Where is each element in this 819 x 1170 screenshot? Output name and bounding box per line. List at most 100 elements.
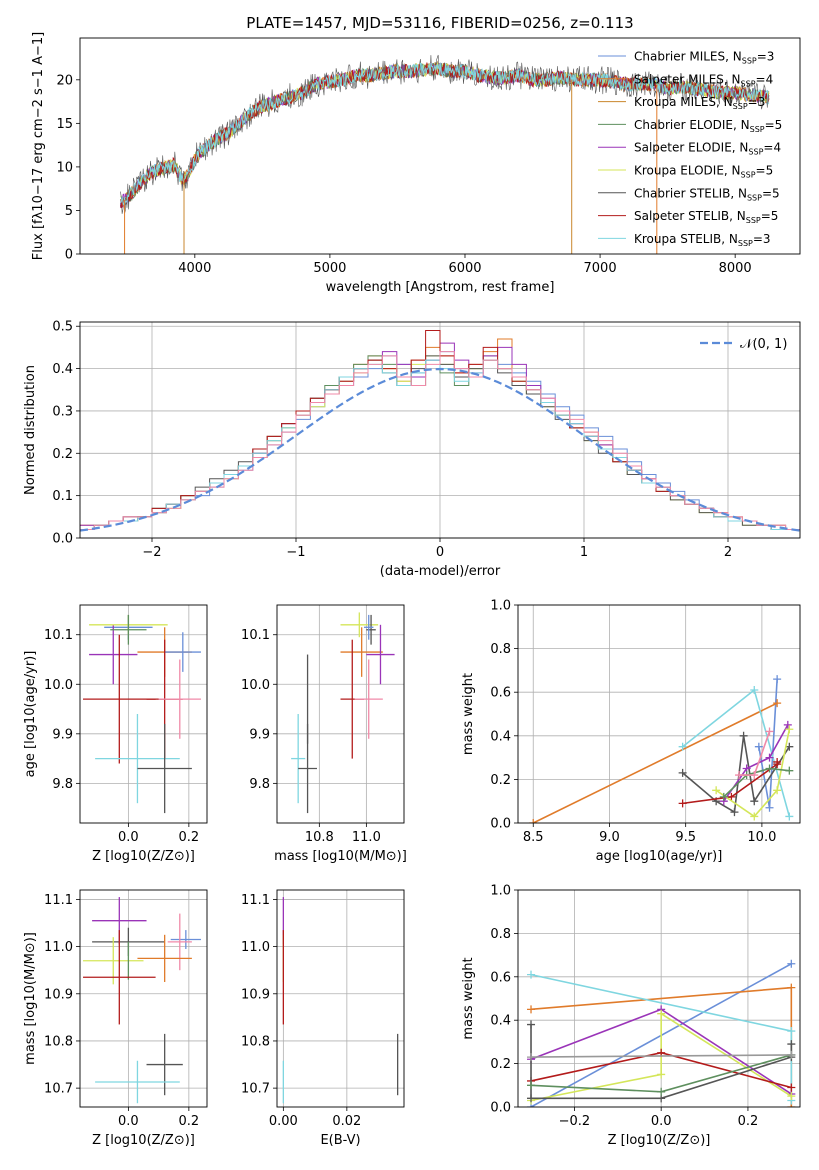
spectrum-ytick-label: 20 [56, 73, 73, 88]
spectrum-series-line [120, 54, 770, 214]
mass-vs-Z-ytick-label: 10.7 [44, 1082, 73, 1097]
mass-vs-Z-ytick-label: 11.1 [44, 893, 73, 908]
mass-weight-marker [750, 771, 759, 780]
mass-weight-vs-age-panel: 8.5 9.0 9.5 10.0 0.0 0.2 0.4 0.6 0.8 1.0 age [log1… [461, 599, 801, 864]
mass-vs-Z-plot-area [83, 897, 201, 1104]
mass-weight-vs-age-frame [517, 604, 801, 824]
age-vs-Z-xlabel: Z [log10(Z/Z⊙)] [92, 849, 195, 864]
legend-entry-label: 𝒩(0, 1) [740, 337, 787, 352]
mass-weight-line [723, 767, 790, 798]
histogram-step-line [80, 351, 800, 531]
mass-weight-vs-age-ytick-label: 0.4 [490, 729, 511, 744]
mass-vs-Z-ytick-label: 10.8 [44, 1034, 73, 1049]
mass-weight-vs-Z-frame [517, 889, 801, 1108]
mass-weight-vs-age-ytick-label: 1.0 [490, 599, 511, 614]
mass-weight-marker [773, 757, 782, 766]
mass-weight-vs-Z-xtick-label: 0.2 [738, 1114, 759, 1129]
mass-vs-EBV-plot-area [282, 897, 399, 1104]
mass-weight-vs-age-xtick-label: 9.5 [675, 830, 696, 845]
mass-weight-vs-age-ylabel: mass weight [461, 673, 476, 755]
mass-vs-EBV-panel: 0.00 0.02 10.7 10.8 10.9 11.0 11.1 E(B-V) [241, 889, 405, 1148]
age-vs-mass-xtick-label: 11.0 [352, 830, 381, 845]
age-vs-Z-xtick-label: 0.0 [118, 830, 139, 845]
spectrum-plot-area [120, 54, 770, 254]
spectrum-xtick-label: 7000 [584, 261, 617, 276]
mass-weight-vs-Z-ytick-label: 0.6 [490, 970, 511, 985]
age-vs-mass-plot-area [291, 612, 395, 814]
mass-weight-marker [787, 1027, 796, 1036]
mass-weight-vs-age-plot-area [529, 675, 794, 823]
mass-weight-vs-age-xtick-label: 10.0 [747, 830, 776, 845]
mass-weight-marker [787, 983, 796, 992]
mass-weight-marker [765, 753, 774, 762]
mass-weight-marker [750, 797, 759, 806]
mass-weight-marker [527, 1081, 536, 1090]
gaussian-curve [80, 367, 800, 532]
mass-weight-marker [787, 959, 796, 968]
mass-weight-marker [773, 699, 782, 708]
age-vs-Z-ytick-label: 10.1 [44, 628, 73, 643]
mass-weight-marker [719, 792, 728, 801]
mass-weight-line [715, 729, 791, 818]
age-vs-mass-ytick-label: 9.8 [249, 777, 270, 792]
spectrum-ytick-label: 10 [56, 160, 73, 175]
age-vs-Z-ylabel: age [log10(age/yr)] [23, 651, 38, 778]
spectrum-legend: Chabrier MILES, NSSP=3 Salpeter MILES, NS… [598, 50, 782, 248]
mass-weight-vs-age-ytick-label: 0.6 [490, 686, 511, 701]
mass-vs-EBV-ytick-label: 10.9 [241, 987, 270, 1002]
residual-histogram-ylabel: Normed distribution [23, 365, 38, 495]
mass-weight-marker [750, 686, 759, 695]
spectrum-series-line [120, 62, 770, 206]
mass-weight-vs-Z-ylabel: mass weight [461, 957, 476, 1039]
mass-weight-marker [727, 792, 736, 801]
mass-weight-marker [765, 764, 774, 773]
mass-weight-marker [527, 1094, 536, 1103]
residual-histogram-panel: −2 −1 0 1 2 0.0 0.1 0.2 0.3 0.4 0.5 (data-model)/er… [23, 320, 801, 579]
spectrum-ylabel: Flux [fλ10−17 erg cm−2 s−1 A−1] [31, 32, 46, 260]
mass-weight-marker [754, 742, 763, 751]
mass-weight-line [531, 1054, 792, 1058]
mass-vs-EBV-xlabel: E(B-V) [320, 1133, 360, 1148]
mass-weight-vs-Z-xtick-label: 0.0 [651, 1114, 672, 1129]
residual-histogram-ytick-label: 0.2 [52, 447, 73, 462]
mass-vs-Z-ytick-label: 11.0 [44, 940, 73, 955]
mass-weight-vs-Z-xtick-label: −0.2 [559, 1114, 591, 1129]
spectrum-frame [79, 37, 801, 255]
residual-histogram-xtick-label: 2 [724, 545, 732, 560]
mass-weight-vs-Z-ytick-label: 0.2 [490, 1057, 511, 1072]
mass-weight-vs-Z-ytick-label: 0.4 [490, 1014, 511, 1029]
mass-weight-marker [527, 1020, 536, 1029]
legend-entry-label: Salpeter STELIB, NSSP=5 [634, 209, 778, 225]
mass-weight-vs-age-xlabel: age [log10(age/yr)] [596, 849, 723, 864]
age-vs-mass-ytick-label: 10.1 [241, 628, 270, 643]
residual-histogram-xtick-label: 0 [436, 545, 444, 560]
mass-weight-marker [783, 720, 792, 729]
residual-histogram-ytick-label: 0.1 [52, 489, 73, 504]
mass-weight-line [532, 702, 778, 823]
age-vs-Z-ytick-label: 9.8 [52, 777, 73, 792]
age-vs-mass-ytick-label: 9.9 [249, 727, 270, 742]
legend-entry-label: Kroupa MILES, NSSP=3 [634, 95, 765, 111]
age-vs-Z-panel: 0.0 0.2 9.8 9.9 10.0 10.1 Z [log10(Z/Z⊙)] age [… [23, 604, 208, 864]
spectrum-xtick-label: 6000 [448, 261, 481, 276]
mass-weight-marker [785, 742, 794, 751]
mass-weight-marker [657, 1009, 666, 1018]
mass-weight-marker [712, 786, 721, 795]
mass-weight-vs-Z-ytick-label: 0.8 [490, 927, 511, 942]
mass-weight-marker [765, 727, 774, 736]
mass-vs-EBV-xtick-label: 0.00 [269, 1114, 298, 1129]
mass-weight-marker [527, 970, 536, 979]
mass-weight-marker [678, 742, 687, 751]
mass-weight-marker [765, 803, 774, 812]
mass-weight-vs-age-xtick-label: 8.5 [523, 830, 544, 845]
mass-weight-marker [730, 808, 739, 817]
spectrum-ytick-label: 0 [65, 248, 73, 263]
mass-weight-marker [787, 1083, 796, 1092]
residual-histogram-frame [79, 321, 801, 539]
legend-entry-label: Kroupa STELIB, NSSP=3 [634, 232, 771, 248]
residual-histogram-ytick-label: 0.3 [52, 404, 73, 419]
mass-vs-Z-xtick-label: 0.0 [118, 1114, 139, 1129]
mass-weight-vs-Z-panel: −0.2 0.0 0.2 0.0 0.2 0.4 0.6 0.8 1.0 Z [log10(Z/Z… [461, 884, 801, 1148]
mass-vs-Z-ytick-label: 10.9 [44, 987, 73, 1002]
mass-weight-marker [773, 786, 782, 795]
